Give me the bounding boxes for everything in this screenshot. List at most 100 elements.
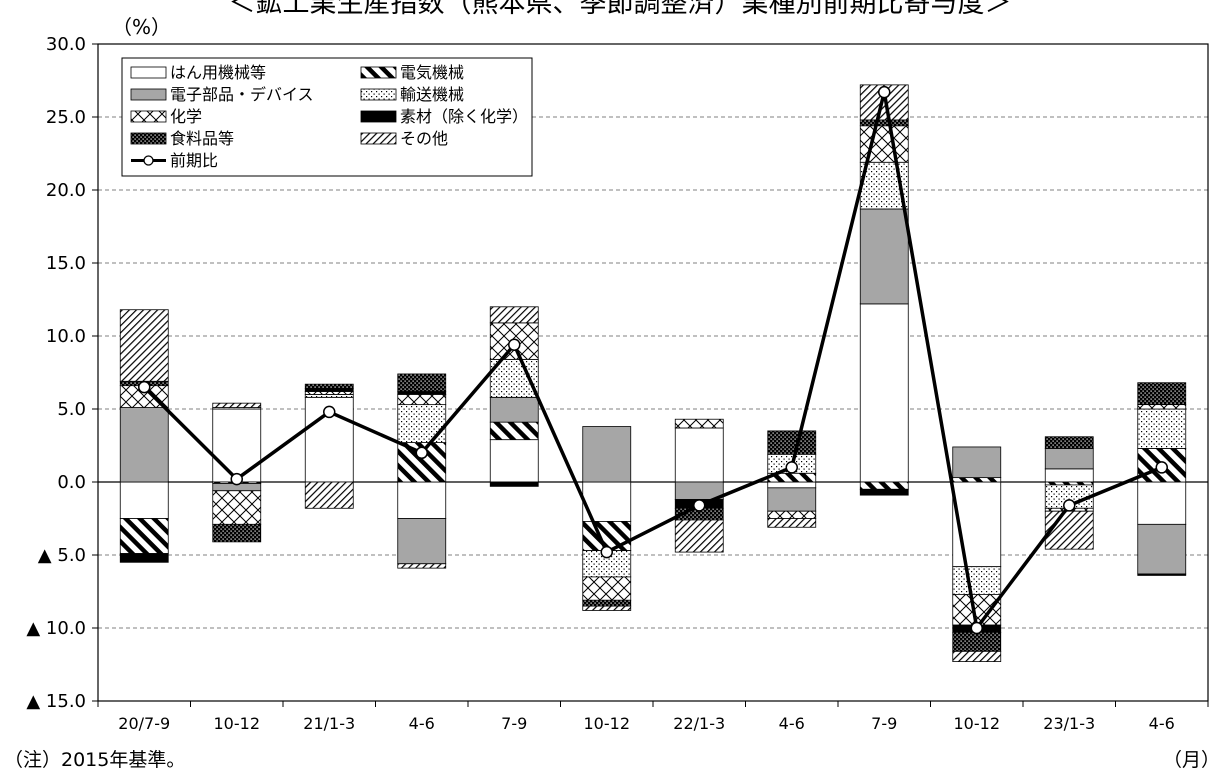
bar-segment [304,383,354,389]
bar-segment [1044,468,1094,483]
legend-swatch [130,132,167,145]
legend-label: その他 [400,129,448,148]
x-axis-unit: （月） [1163,749,1220,771]
bar-segment [304,481,354,509]
legend-swatch [130,110,167,123]
bar-segment [859,303,909,483]
x-tick-label: 21/1-3 [303,714,355,733]
y-tick-label: ▲ 10.0 [26,618,86,639]
x-tick-label: 10-12 [214,714,261,733]
legend-label: 電気機械 [400,63,464,82]
bar-segment [489,396,539,423]
legend-swatch [360,110,397,123]
y-axis-unit: （%） [112,15,171,39]
x-tick-label: 23/1-3 [1043,714,1095,733]
bar-segment [674,418,724,429]
chart-title: ＜鉱工業生産指数（熊本県、季節調整済）業種別前期比寄与度＞ [229,0,1012,19]
bar-segment [489,439,539,483]
bar-segment [212,490,262,525]
bar-segment [582,599,632,607]
bar-segment [767,518,817,528]
legend-label: はん用機械等 [170,63,266,82]
legend-label: 化学 [170,107,202,126]
y-tick-label: 5.0 [57,399,86,420]
bar-segment [212,408,262,483]
change-line-marker [323,405,336,419]
bar-segment [767,481,817,489]
bar-segment [119,553,169,563]
bar-segment [1044,510,1094,550]
bar-segment [952,481,1002,568]
bar-segment [952,631,1002,652]
change-line-marker [1155,461,1168,474]
y-tick-label: ▲ 5.0 [38,545,86,566]
stacked-bars [119,84,1187,662]
change-line-marker [785,461,798,474]
x-tick-label: 4-6 [409,714,435,733]
bar-segment [674,519,724,553]
bar-segment [304,391,354,395]
bar-segment [212,402,262,408]
bar-segment [489,421,539,441]
bar-segment [1137,573,1187,576]
bar-segment [397,373,447,392]
legend-swatch [130,88,167,101]
legend-swatch [360,66,397,79]
legend-swatch [130,66,167,79]
legend-swatch [360,88,397,101]
legend-label: 前期比 [170,151,218,170]
change-line-marker [878,85,891,99]
bar-segment [119,518,169,554]
change-line-marker [508,338,521,352]
bar-segment [397,563,447,569]
x-tick-label: 10-12 [584,714,631,733]
y-tick-label: ▲ 15.0 [26,691,86,712]
legend-label: 食料品等 [170,129,234,148]
bar-segment [397,481,447,519]
bar-segment [582,605,632,611]
bar-segment [304,388,354,392]
footnote: （注）2015年基準。 [4,749,185,771]
bar-segment [952,477,1002,483]
bar-segment [304,393,354,398]
change-line [138,85,1168,635]
bar-segment [119,309,169,382]
bar-segment [1044,448,1094,470]
bar-segment [397,391,447,395]
y-tick-label: 25.0 [46,107,86,128]
bar-segment [119,481,169,519]
bar-segment [582,576,632,601]
change-line-marker [600,545,613,559]
bar-segment [397,393,447,406]
gridlines [98,116,1208,629]
bar-segment [767,430,817,455]
x-tick-label: 10-12 [954,714,1001,733]
bar-segment [489,481,539,487]
change-line-marker [230,472,243,486]
bar-segment [397,404,447,443]
bar-segment [119,407,169,483]
bar-segment [1137,382,1187,406]
legend-label: 素材（除く化学） [400,107,528,126]
bar-segment [859,208,909,305]
bar-segment [952,566,1002,595]
bar-segment [1137,404,1187,410]
bar-segment [212,523,262,543]
legend-line-marker [143,155,154,166]
x-axis-ticks: 20/7-9 10-12 21/1-3 4-6 7-9 10-12 22/1-3 4-6 7-9… [97,701,1209,733]
change-line-marker [970,621,983,635]
x-tick-label: 7-9 [501,714,527,733]
y-tick-label: 0.0 [57,472,86,493]
bar-segment [1044,436,1094,449]
change-line-marker [693,499,706,512]
bar-segment [489,306,539,324]
y-tick-label: 15.0 [46,253,86,274]
x-tick-label: 7-9 [871,714,897,733]
y-axis-ticks: 30.0 25.0 20.0 15.0 10.0 5.0 0.0 ▲ 5.0 ▲ 10.0 ▲ 1… [26,34,98,712]
x-tick-label: 4-6 [779,714,805,733]
bar-segment [674,427,724,483]
bar-segment [1137,481,1187,525]
bar-segment [582,426,632,483]
